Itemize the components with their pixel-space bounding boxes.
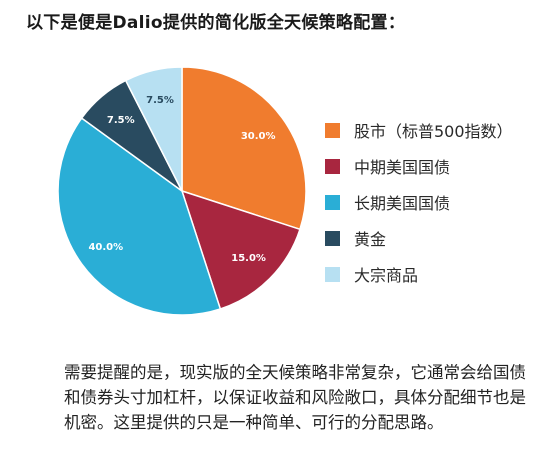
legend-item-stocks: 股市（标普500指数） (325, 112, 553, 148)
legend-label: 中期美国国债 (354, 158, 451, 177)
legend-label: 股市（标普500指数） (354, 122, 513, 141)
legend-swatch (325, 266, 340, 282)
slice-label-stocks: 30.0% (241, 131, 276, 142)
legend-item-intermediate-treasuries: 中期美国国债 (325, 148, 553, 184)
slice-label-commodities: 7.5% (146, 95, 174, 106)
legend-swatch (325, 158, 340, 174)
pie-slice-long-treasuries (57, 117, 222, 316)
slice-label-long-treasuries: 40.0% (88, 242, 123, 253)
legend-label: 黄金 (354, 230, 387, 249)
chart-legend: 股市（标普500指数） 中期美国国债 长期美国国债 黄金 大宗商品 (325, 112, 553, 292)
legend-item-gold: 黄金 (325, 220, 553, 256)
legend-label: 大宗商品 (354, 266, 419, 285)
note-paragraph: 需要提醒的是，现实版的全天候策略非常复杂，它通常会给国债和债券头寸加杠杆，以保证… (64, 363, 526, 432)
slice-label-intermediate-treasuries: 15.0% (231, 253, 266, 264)
legend-swatch (325, 194, 340, 210)
pie-slice-commodities (124, 66, 183, 192)
pie-slice-stocks (181, 66, 307, 231)
legend-label: 长期美国国债 (354, 194, 451, 213)
legend-item-commodities: 大宗商品 (325, 256, 553, 292)
slice-label-gold: 7.5% (107, 115, 135, 126)
legend-swatch (325, 230, 340, 246)
legend-item-long-treasuries: 长期美国国债 (325, 184, 553, 220)
page-title: 以下是便是Dalio提供的简化版全天候策略配置： (26, 13, 406, 33)
legend-swatch (325, 122, 340, 138)
